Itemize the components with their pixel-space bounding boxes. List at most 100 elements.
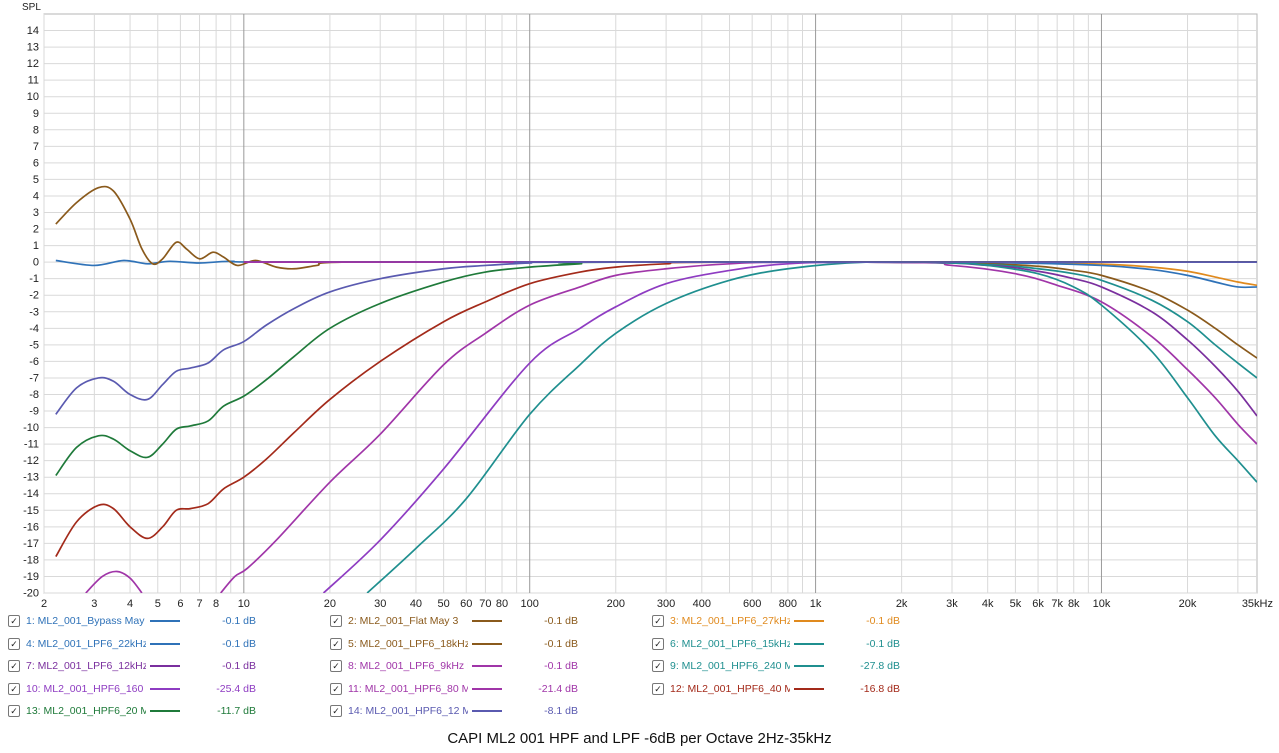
y-tick-label: 3: [33, 207, 39, 219]
y-tick-label: 1: [33, 240, 39, 252]
series-line-14: [55, 261, 1257, 415]
legend-value: -21.4 dB: [538, 682, 578, 695]
legend-series-name: 8: ML2_001_LPF6_9kHz Ma: [348, 660, 468, 672]
legend-value: -16.8 dB: [860, 682, 900, 695]
x-tick-label: 6: [177, 598, 183, 610]
y-tick-label: -13: [23, 472, 39, 484]
y-tick-label: 11: [28, 75, 39, 87]
legend-line-swatch: [794, 620, 824, 622]
legend-item: ✓ 4: ML2_001_LPF6_22kHz M -0.1 dB: [8, 635, 256, 653]
x-tick-label: 35kHz: [1242, 598, 1273, 610]
legend-item: ✓ 7: ML2_001_LPF6_12kHz M -0.1 dB: [8, 657, 256, 675]
x-tick-label: 20k: [1179, 598, 1197, 610]
x-tick-label: 7k: [1051, 598, 1063, 610]
legend-checkbox[interactable]: ✓: [8, 615, 20, 627]
x-tick-label: 100: [521, 598, 539, 610]
y-tick-label: -2: [29, 290, 39, 302]
legend-series-name: 10: ML2_001_HPF6_160 M: [26, 682, 146, 695]
legend-line-swatch: [150, 620, 180, 622]
y-axis-label: SPL: [22, 2, 41, 13]
x-tick-label: 2: [41, 598, 47, 610]
y-tick-label: -11: [24, 439, 39, 451]
y-tick-label: -1: [29, 273, 39, 285]
x-tick-label: 2k: [896, 598, 908, 610]
legend-series-name: 9: ML2_001_HPF6_240 Ma: [670, 660, 790, 672]
frequency-response-chart: SPL 14131211109876543210-1-2-3-4-5-6-7-8…: [22, 2, 1273, 610]
legend-checkbox[interactable]: ✓: [8, 682, 20, 695]
y-tick-label: 0: [33, 257, 39, 269]
x-tick-label: 800: [779, 598, 797, 610]
x-tick-label: 600: [743, 598, 761, 610]
x-tick-label: 8: [213, 598, 219, 610]
series-line-13: [55, 261, 1257, 477]
y-tick-label: -12: [23, 455, 39, 467]
plot-area: [43, 13, 1258, 594]
legend-line-swatch: [794, 665, 824, 667]
legend-checkbox[interactable]: ✓: [330, 637, 342, 650]
y-tick-label: -17: [23, 538, 39, 550]
y-tick-label: 6: [33, 157, 39, 169]
y-tick-label: -10: [23, 422, 39, 434]
legend-line-swatch: [472, 665, 502, 667]
x-tick-label: 6k: [1032, 598, 1044, 610]
x-tick-label: 5k: [1010, 598, 1022, 610]
legend-item: ✓ 2: ML2_001_Flat May 3 -0.1 dB: [330, 612, 578, 630]
legend-checkbox[interactable]: ✓: [330, 615, 342, 627]
legend-value: -0.1 dB: [866, 615, 900, 627]
y-tick-label: -6: [29, 356, 39, 368]
x-tick-label: 10: [238, 598, 250, 610]
legend-series-name: 11: ML2_001_HPF6_80 Ma: [348, 682, 468, 695]
legend-item: ✓ 3: ML2_001_LPF6_27kHz M -0.1 dB: [652, 612, 900, 630]
legend-series-name: 1: ML2_001_Bypass May 3: [26, 615, 146, 627]
y-tick-label: 7: [33, 141, 39, 153]
x-tick-label: 80: [496, 598, 508, 610]
legend-checkbox[interactable]: ✓: [652, 637, 664, 650]
x-tick-label: 60: [460, 598, 472, 610]
legend-checkbox[interactable]: ✓: [330, 682, 342, 695]
series-lines: [55, 185, 1257, 593]
legend-line-swatch: [150, 642, 180, 645]
x-tick-label: 4k: [982, 598, 994, 610]
x-tick-label: 7: [196, 598, 202, 610]
legend-series-name: 2: ML2_001_Flat May 3: [348, 615, 459, 627]
legend-value: -25.4 dB: [216, 682, 256, 695]
y-tick-label: 14: [27, 25, 39, 37]
legend-checkbox[interactable]: ✓: [330, 660, 342, 672]
legend-checkbox[interactable]: ✓: [8, 660, 20, 672]
legend-checkbox[interactable]: ✓: [330, 705, 342, 717]
legend-series-name: 7: ML2_001_LPF6_12kHz M: [26, 660, 146, 672]
y-tick-label: -18: [23, 554, 39, 566]
legend-line-swatch: [150, 687, 180, 690]
legend-value: -0.1 dB: [544, 637, 578, 650]
y-tick-label: 9: [33, 108, 39, 120]
y-tick-label: 10: [27, 91, 39, 103]
chart-title: CAPI ML2 001 HPF and LPF -6dB per Octave…: [447, 730, 832, 747]
legend-checkbox[interactable]: ✓: [652, 682, 664, 695]
x-tick-label: 40: [410, 598, 422, 610]
y-tick-label: -5: [29, 339, 39, 351]
legend-checkbox[interactable]: ✓: [8, 637, 20, 650]
x-tick-label: 3: [91, 598, 97, 610]
legend-series-name: 13: ML2_001_HPF6_20 Ma: [26, 705, 146, 717]
legend-series-name: 6: ML2_001_LPF6_15kHz M: [670, 637, 790, 650]
legend-checkbox[interactable]: ✓: [652, 660, 664, 672]
y-tick-label: -20: [23, 588, 39, 600]
y-tick-label: 4: [33, 190, 39, 202]
grid-lines-x: [43, 14, 1239, 593]
x-tick-label: 300: [657, 598, 675, 610]
y-tick-label: -7: [29, 372, 39, 384]
y-tick-label: -19: [23, 571, 39, 583]
legend-value: -8.1 dB: [544, 705, 578, 717]
x-tick-label: 3k: [946, 598, 958, 610]
x-tick-label: 50: [438, 598, 450, 610]
x-tick-label: 200: [607, 598, 625, 610]
y-tick-label: 12: [27, 58, 39, 70]
legend-item: ✓ 13: ML2_001_HPF6_20 Ma -11.7 dB: [8, 702, 256, 720]
legend-line-swatch: [150, 665, 180, 667]
legend-item: ✓ 8: ML2_001_LPF6_9kHz Ma -0.1 dB: [330, 657, 578, 675]
legend-series-name: 14: ML2_001_HPF6_12 Ma: [348, 705, 468, 717]
x-tick-label: 5: [155, 598, 161, 610]
legend-checkbox[interactable]: ✓: [8, 705, 20, 717]
legend-value: -0.1 dB: [866, 637, 900, 650]
legend-checkbox[interactable]: ✓: [652, 615, 664, 627]
